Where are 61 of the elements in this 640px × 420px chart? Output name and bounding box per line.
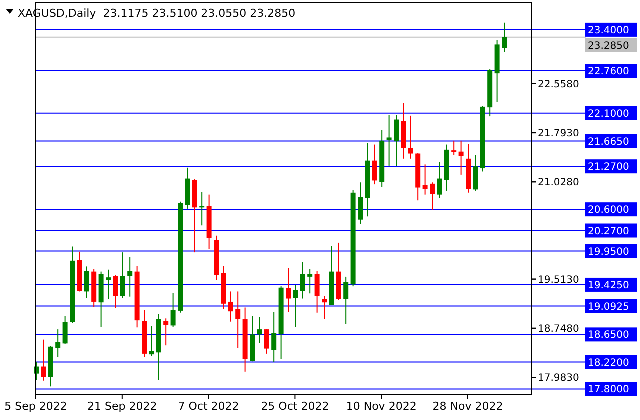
candlestick (106, 269, 111, 300)
ref-line-label: 20.6000 (588, 205, 630, 216)
ref-line-label: 18.6500 (588, 330, 630, 342)
ref-line-label: 22.1000 (588, 108, 630, 120)
x-tick-label: 25 Oct 2022 (261, 400, 330, 413)
candlestick (430, 182, 435, 211)
ref-line-label: 19.9500 (588, 246, 630, 258)
x-tick-label: 28 Nov 2022 (432, 400, 504, 413)
candlestick (458, 140, 464, 176)
candlestick (394, 114, 399, 166)
candlestick (502, 22, 507, 53)
candlestick (41, 339, 46, 382)
candlestick (170, 292, 176, 328)
candlestick (62, 316, 68, 345)
candlestick (113, 274, 118, 309)
candlestick (257, 316, 262, 344)
candlestick (473, 154, 478, 192)
x-tick-label: 7 Oct 2022 (178, 400, 240, 413)
candlestick (300, 262, 306, 300)
y-tick-label: 21.0280 (538, 178, 580, 189)
x-tick-label: 10 Nov 2022 (346, 400, 417, 413)
candlestick (308, 268, 313, 294)
candlestick (264, 329, 270, 354)
candlestick (272, 312, 277, 363)
candlestick (314, 270, 320, 314)
candlestick (84, 266, 90, 299)
y-tick-label: 19.5130 (538, 274, 580, 286)
candlestick (408, 115, 414, 160)
candlestick (452, 140, 457, 156)
ref-line-label: 21.2700 (588, 162, 630, 174)
candlestick (437, 162, 442, 199)
y-tick-label: 18.7480 (538, 324, 580, 335)
ref-line-label: 21.6650 (588, 136, 630, 148)
ref-line-label: 18.2200 (588, 358, 630, 369)
candlestick (149, 326, 154, 358)
x-tick-label: 5 Sep 2022 (4, 400, 68, 413)
candlestick (128, 256, 133, 298)
y-tick-label: 22.5580 (538, 79, 580, 90)
candlestick (286, 267, 291, 313)
x-tick-label: 21 Sep 2022 (88, 400, 158, 413)
candlestick (120, 252, 126, 299)
candlestick (322, 296, 327, 320)
candlestick (293, 284, 298, 328)
candlestick (236, 291, 241, 349)
candlestick (56, 329, 61, 358)
ref-line-label: 17.8000 (588, 384, 630, 396)
ref-line-label: 23.2850 (588, 40, 630, 52)
ref-line-label: 23.4000 (588, 25, 630, 36)
y-tick-label: 17.9830 (538, 372, 580, 384)
candlestick (372, 144, 378, 186)
ref-line-label: 19.0925 (588, 302, 630, 313)
candlestick (358, 182, 363, 225)
candlestick (228, 291, 234, 322)
candlestick (386, 114, 392, 166)
ref-line-label: 22.7600 (588, 66, 630, 78)
candlestick (164, 318, 169, 346)
candlestick (344, 276, 349, 325)
y-tick-label: 21.7930 (538, 128, 580, 140)
ref-line-label: 20.2700 (588, 226, 630, 238)
candlestick (422, 164, 428, 196)
ref-line-label: 19.4250 (588, 280, 630, 292)
